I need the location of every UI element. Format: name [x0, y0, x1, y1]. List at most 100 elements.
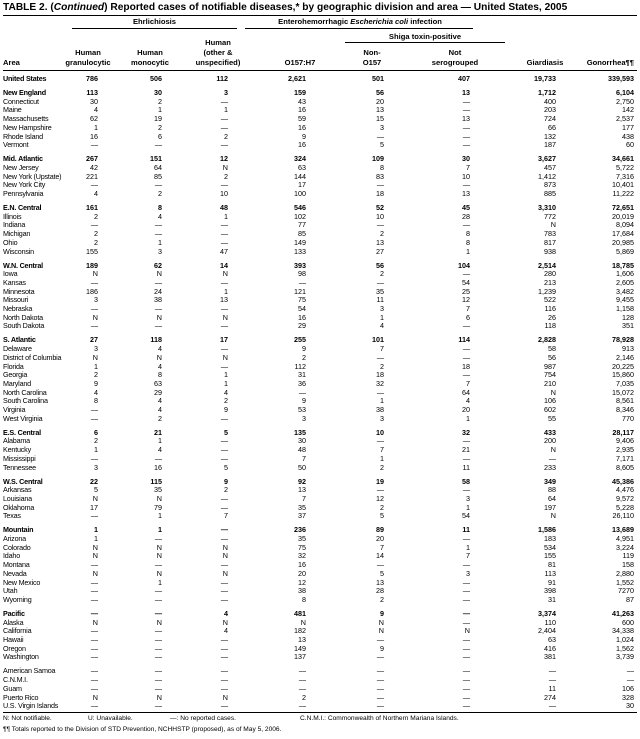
- column-header-2: unspecified): [195, 58, 241, 67]
- table-row-division: E.N. Central 161 8 48 546 52 45 3,310 72,651: [0, 203, 640, 212]
- value-cell: 16: [298, 560, 306, 570]
- value-cell: —: [462, 180, 470, 190]
- area-name: Texas: [3, 511, 21, 521]
- area-name: Vermont: [3, 140, 29, 150]
- value-cell: 4: [224, 387, 228, 397]
- value-cell: 4: [94, 189, 98, 198]
- value-cell: 4,951: [616, 534, 634, 543]
- value-cell: —: [462, 635, 470, 644]
- value-cell: —: [548, 675, 556, 685]
- area-name: Georgia: [3, 370, 28, 380]
- value-cell: 17: [298, 180, 306, 190]
- value-cell: —: [376, 635, 384, 644]
- value-cell: 2: [380, 229, 384, 239]
- table-row: Louisiana N N — 7 12 3 64 9,572: [0, 494, 640, 503]
- column-header-4: Non-: [363, 48, 381, 57]
- value-cell: 13: [376, 237, 384, 247]
- value-cell: 2: [380, 269, 384, 279]
- column-header-6: Giardiasis: [526, 58, 564, 67]
- value-cell: 56: [548, 352, 556, 362]
- value-cell: 2: [94, 229, 98, 239]
- area-name: Kansas: [3, 277, 26, 287]
- value-cell: N: [222, 551, 228, 561]
- value-cell: 1: [158, 511, 162, 521]
- value-cell: 35: [298, 534, 306, 543]
- value-cell: 116: [544, 304, 556, 313]
- value-cell: —: [376, 485, 384, 495]
- value-cell: —: [220, 652, 228, 662]
- value-cell: 8,346: [616, 405, 634, 414]
- area-name: District of Columbia: [3, 352, 62, 362]
- value-cell: —: [154, 534, 162, 543]
- value-cell: 3,374: [538, 608, 556, 618]
- value-cell: 9,572: [616, 493, 634, 503]
- value-cell: 7270: [618, 586, 634, 596]
- value-cell: 8,605: [616, 462, 634, 472]
- value-cell: —: [462, 692, 470, 702]
- value-cell: 11: [548, 683, 556, 693]
- value-cell: 3,224: [616, 542, 634, 552]
- value-cell: N: [92, 269, 98, 279]
- area-name: Hawaii: [3, 635, 24, 644]
- value-cell: 4: [224, 608, 228, 618]
- area-name: Mississippi: [3, 453, 36, 463]
- column-header-2: (other &: [203, 48, 233, 57]
- value-cell: N: [550, 511, 556, 521]
- value-cell: —: [154, 683, 162, 693]
- value-cell: 41,263: [612, 608, 634, 618]
- table-row: New Mexico — 1 — 12 13 — 91 1,552: [0, 578, 640, 587]
- value-cell: 45,386: [612, 476, 634, 486]
- area-name: North Carolina: [3, 387, 47, 397]
- area-name: Virginia: [3, 405, 26, 414]
- area-name: New Jersey: [3, 162, 39, 172]
- value-cell: 18: [376, 189, 384, 198]
- value-cell: 339,593: [608, 74, 634, 83]
- value-cell: 14: [220, 260, 228, 270]
- area-name: Nebraska: [3, 304, 33, 313]
- area-name: Arkansas: [3, 485, 32, 495]
- value-cell: —: [220, 321, 228, 331]
- table-row: Florida 1 4 — 112 2 18 987 20,225: [0, 362, 640, 371]
- value-cell: 6: [94, 427, 98, 437]
- value-cell: 416: [544, 643, 556, 653]
- value-cell: 20,225: [612, 361, 634, 371]
- value-cell: 8: [158, 370, 162, 380]
- table-row: Arizona 1 — — 35 20 — 183 4,951: [0, 534, 640, 543]
- value-cell: 102: [294, 211, 306, 221]
- table-row-division: Mid. Atlantic 267 151 12 324 109 30 3,627 34,661: [0, 154, 640, 163]
- value-cell: —: [154, 626, 162, 636]
- table-row: West Virginia — 2 — 3 3 1 55 770: [0, 414, 640, 423]
- value-cell: 27: [376, 246, 384, 256]
- value-cell: 177: [622, 122, 634, 132]
- value-cell: —: [90, 511, 98, 521]
- value-cell: —: [220, 361, 228, 371]
- value-cell: 5: [380, 140, 384, 150]
- value-cell: 18: [376, 370, 384, 380]
- value-cell: —: [462, 617, 470, 627]
- value-cell: —: [298, 666, 306, 676]
- area-name: Michigan: [3, 229, 31, 239]
- value-cell: 13: [376, 105, 384, 115]
- value-cell: 5: [224, 427, 228, 437]
- value-cell: 4: [158, 361, 162, 371]
- area-name: West Virginia: [3, 413, 43, 423]
- value-cell: 13: [376, 577, 384, 587]
- value-cell: 255: [294, 335, 306, 345]
- value-cell: 3: [302, 413, 306, 423]
- area-name: W.N. Central: [3, 260, 43, 270]
- table-row: Vermont — — — 16 5 — 187 60: [0, 140, 640, 149]
- value-cell: 9,455: [616, 295, 634, 305]
- value-cell: N: [222, 692, 228, 702]
- value-cell: 14: [376, 551, 384, 561]
- value-cell: —: [154, 652, 162, 662]
- value-cell: 79: [154, 502, 162, 512]
- value-cell: 2,828: [538, 335, 556, 345]
- value-cell: 32: [376, 378, 384, 388]
- value-cell: 6: [466, 312, 470, 322]
- area-name: Tennessee: [3, 462, 36, 472]
- value-cell: 144: [294, 171, 306, 181]
- value-cell: 506: [150, 74, 162, 83]
- value-cell: —: [462, 453, 470, 463]
- value-cell: 62: [90, 114, 98, 124]
- area-name: C.N.M.I.: [3, 675, 28, 685]
